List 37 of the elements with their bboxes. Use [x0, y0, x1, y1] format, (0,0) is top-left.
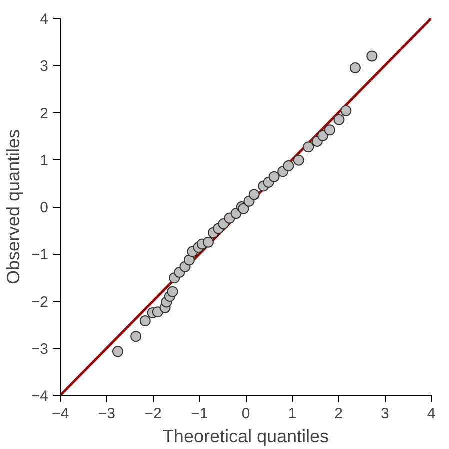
point	[184, 254, 195, 266]
x-tick-label: 4	[427, 406, 436, 422]
x-tick-label: 2	[334, 406, 343, 422]
y-tick-label: −3	[31, 340, 49, 358]
point	[202, 236, 214, 248]
y-tick-label: 0	[40, 200, 48, 216]
point	[324, 124, 336, 136]
x-tick-label: −2	[144, 406, 162, 422]
point	[293, 154, 304, 166]
point	[167, 286, 178, 298]
point	[112, 346, 124, 358]
point	[303, 142, 314, 153]
point	[248, 189, 260, 200]
point	[140, 316, 151, 327]
point	[340, 105, 352, 116]
point	[334, 114, 345, 126]
y-tick-label: −4	[31, 388, 49, 405]
y-axis-title: Observed quantiles	[3, 129, 24, 285]
point	[130, 331, 142, 342]
y-tick-label: −2	[31, 294, 49, 311]
x-tick-label: 0	[242, 406, 250, 422]
y-tick-label: 2	[40, 105, 48, 122]
point	[268, 171, 280, 182]
y-tick-label: 4	[40, 11, 48, 28]
y-tick-label: −1	[31, 246, 49, 264]
x-tick-label: −4	[52, 406, 70, 422]
point	[317, 130, 328, 142]
x-axis-title: Theoretical quantiles	[162, 426, 330, 446]
x-tick-label: 3	[380, 406, 390, 422]
point	[350, 62, 361, 74]
x-tick-label: 1	[288, 406, 297, 422]
y-tick-label: 3	[40, 58, 48, 76]
x-tick-label: −1	[191, 406, 208, 422]
point	[283, 160, 294, 172]
point	[366, 50, 378, 62]
y-tick-label: 1	[40, 152, 48, 170]
x-tick-label: −3	[98, 406, 116, 422]
